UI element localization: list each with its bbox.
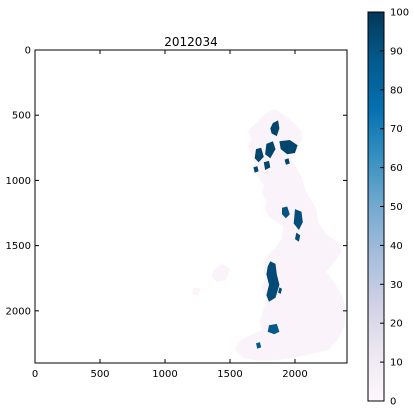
colorbar-tick-label: 40 xyxy=(390,241,403,252)
colorbar-tick-label: 10 xyxy=(390,358,403,369)
colorbar-tick-label: 100 xyxy=(390,8,409,19)
plot-area xyxy=(192,108,346,361)
dartmoor-cover-patch-1 xyxy=(256,342,262,349)
x-tick-label: 2000 xyxy=(282,369,307,380)
x-tick-label: 0 xyxy=(32,369,38,380)
y-tick-label: 2000 xyxy=(6,306,31,317)
scotland-highlands-cover-patch-3 xyxy=(254,147,264,163)
colorbar-tick-label: 50 xyxy=(390,202,403,213)
y-tick-label: 1500 xyxy=(6,241,31,252)
pennines-cover-patch-1 xyxy=(295,232,301,242)
colorbar-tick-label: 60 xyxy=(390,163,403,174)
scotland-highlands-cover-patch-0 xyxy=(270,120,280,137)
colorbar-tick-label: 90 xyxy=(390,46,403,57)
colorbar: 0 10 20 30 40 50 60 70 80 90 100 xyxy=(367,8,409,408)
y-tick-label: 0 xyxy=(25,46,31,57)
chart-title: 2012034 xyxy=(164,35,217,49)
lake-district-cover-patch-0 xyxy=(282,206,290,219)
colorbar-tick-label: 30 xyxy=(390,280,403,291)
pennines-cover-patch-0 xyxy=(293,209,303,230)
scotland-highlands-cover-patch-1 xyxy=(279,140,298,155)
colorbar-tick-label: 0 xyxy=(390,397,396,408)
wales-cover-patch-1 xyxy=(278,287,282,294)
scotland-highlands-cover-patch-4 xyxy=(263,160,271,170)
dartmoor-cover-patch-0 xyxy=(267,323,280,335)
wales-cover-patch-0 xyxy=(266,261,280,302)
land-region-0 xyxy=(235,108,346,361)
x-tick-label: 1000 xyxy=(152,369,177,380)
x-axis: 0 500 1000 1500 2000 xyxy=(32,50,308,380)
scotland-highlands-cover-patch-6 xyxy=(284,158,290,165)
colorbar-tick-label: 70 xyxy=(390,124,403,135)
x-tick-label: 1500 xyxy=(217,369,242,380)
colorbar-tick-label: 80 xyxy=(390,85,403,96)
y-tick-label: 500 xyxy=(12,111,31,122)
y-tick-label: 1000 xyxy=(6,176,31,187)
colorbar-tick-label: 20 xyxy=(390,319,403,330)
land-region-2 xyxy=(192,287,201,296)
land-region-1 xyxy=(211,263,230,283)
plot-frame xyxy=(34,49,348,364)
scotland-highlands-cover-patch-2 xyxy=(265,141,276,159)
y-axis: 0 500 1000 1500 2000 xyxy=(6,46,347,317)
scotland-highlands-cover-patch-5 xyxy=(253,166,259,173)
x-tick-label: 500 xyxy=(90,369,109,380)
